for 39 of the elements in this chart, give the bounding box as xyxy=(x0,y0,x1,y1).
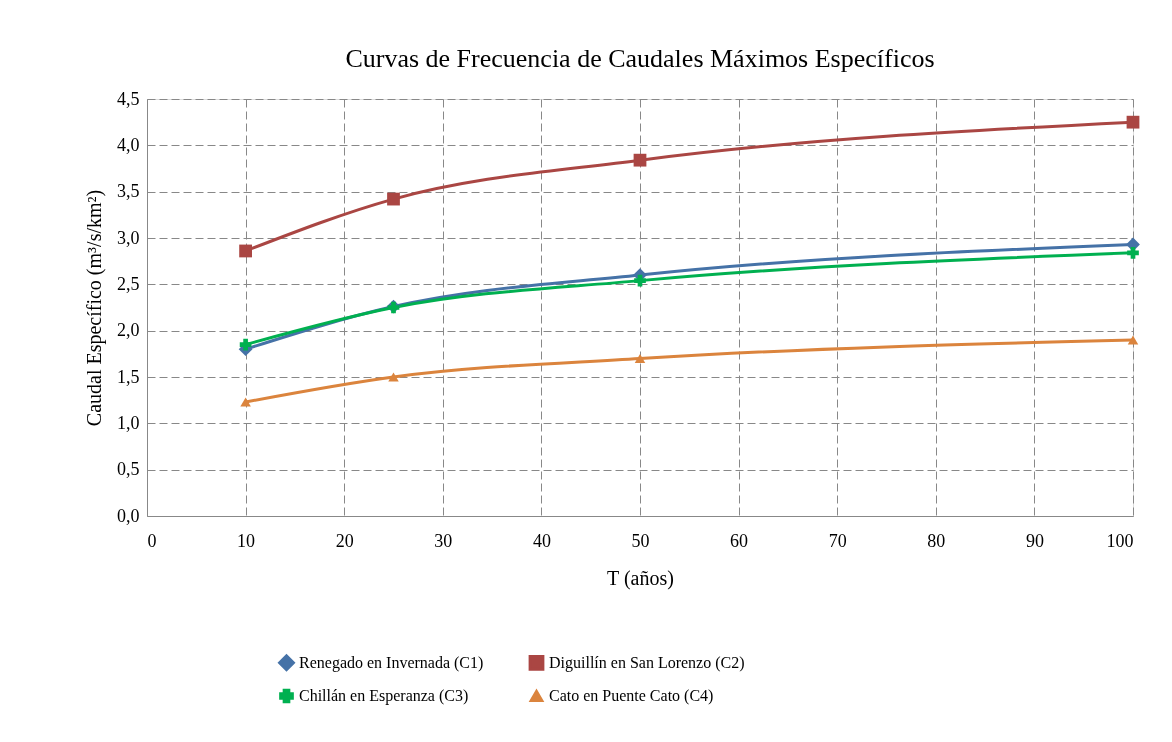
legend-label: Diguillín en San Lorenzo (C2) xyxy=(549,653,745,672)
point xyxy=(240,397,251,407)
y-tick-label: 1,0 xyxy=(117,412,140,433)
y-tick-label: 2,0 xyxy=(117,320,140,341)
y-tick-label: 3,0 xyxy=(117,227,140,248)
point xyxy=(239,244,252,258)
point xyxy=(1126,115,1140,129)
y-tick-label: 0,0 xyxy=(117,505,140,526)
legend-label: Renegado en Invernada (C1) xyxy=(299,653,484,672)
y-tick-label: 2,5 xyxy=(117,273,140,294)
x-tick-label: 80 xyxy=(927,530,946,551)
point xyxy=(1127,335,1139,345)
x-tick-label: 70 xyxy=(828,530,847,551)
y-tick-label: 4,5 xyxy=(117,88,140,109)
chart-title: Curvas de Frecuencia de Caudales Máximos Específicos xyxy=(345,44,935,73)
point xyxy=(633,153,647,167)
point xyxy=(387,192,400,206)
point xyxy=(388,372,399,382)
legend-label: Cato en Puente Cato (C4) xyxy=(549,687,714,705)
y-axis-title: Caudal Específico (m³/s/km²) xyxy=(83,189,106,427)
legend-label: Chillán en Esperanza (C3) xyxy=(299,687,469,705)
x-axis-title: T (años) xyxy=(607,566,674,590)
x-tick-label: 90 xyxy=(1025,530,1044,551)
y-tick-label: 4,0 xyxy=(117,134,140,155)
point xyxy=(1127,246,1139,259)
x-tick-label: 60 xyxy=(730,530,749,551)
x-tick-label: 0 xyxy=(147,530,157,551)
x-tick-label: 10 xyxy=(237,530,256,551)
x-tick-label: 30 xyxy=(434,530,453,551)
point xyxy=(239,338,252,351)
y-tick-label: 0,5 xyxy=(117,459,140,480)
point xyxy=(634,353,646,364)
x-tick-label: 20 xyxy=(335,530,354,551)
x-tick-label: 50 xyxy=(631,530,650,551)
y-tick-label: 3,5 xyxy=(117,181,140,202)
y-tick-label: 1,5 xyxy=(117,366,140,387)
x-tick-label: 100 xyxy=(1106,530,1134,551)
x-tick-label: 40 xyxy=(532,530,551,551)
point xyxy=(634,274,646,287)
